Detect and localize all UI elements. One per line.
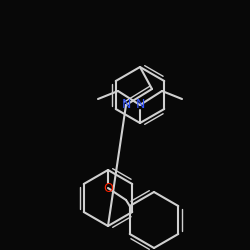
Text: N: N [121, 98, 131, 112]
Text: N: N [135, 98, 145, 112]
Text: O: O [103, 182, 113, 194]
